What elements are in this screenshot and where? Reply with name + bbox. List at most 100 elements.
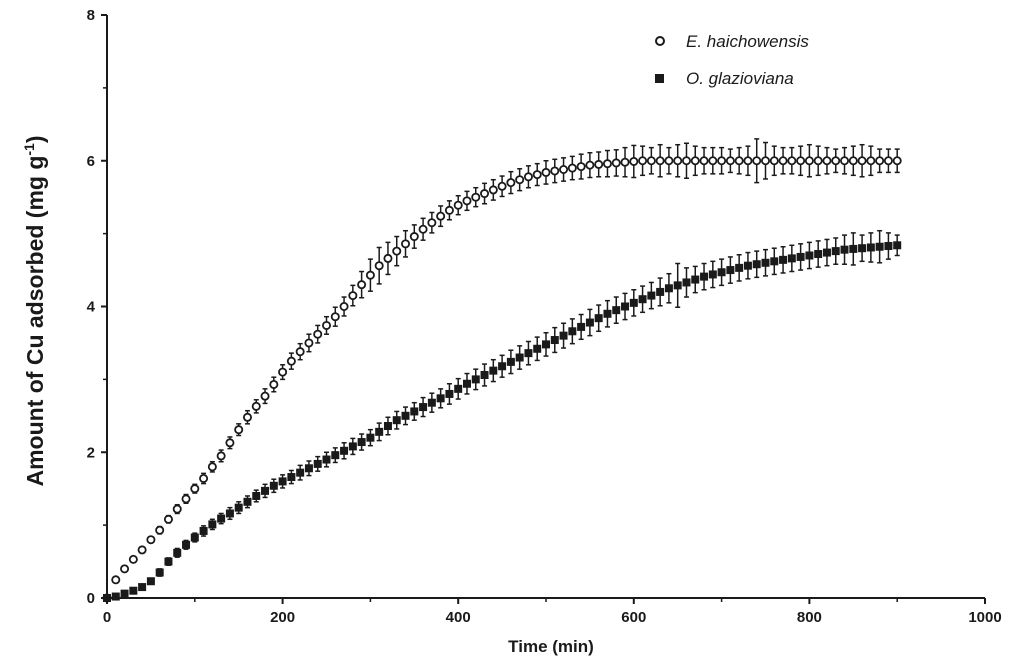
data-point <box>322 455 331 464</box>
data-point <box>453 200 463 210</box>
data-point <box>286 356 296 366</box>
data-point <box>409 232 419 242</box>
data-point <box>111 575 121 585</box>
data-point <box>532 170 542 180</box>
data-point <box>383 422 392 431</box>
data-point <box>708 156 718 166</box>
data-point <box>831 156 841 166</box>
series-o-glazioviana <box>103 229 902 602</box>
data-point <box>234 503 243 512</box>
data-point <box>664 156 674 166</box>
data-point <box>164 557 173 566</box>
data-point <box>621 302 630 311</box>
data-point <box>321 320 331 330</box>
data-point <box>278 477 287 486</box>
data-point <box>243 497 252 506</box>
data-point <box>673 156 683 166</box>
data-point <box>401 239 411 249</box>
data-point <box>427 398 436 407</box>
data-point <box>357 280 367 290</box>
axes: 0 200 400 600 800 1000 0 2 4 6 8 <box>87 7 1002 626</box>
data-point <box>278 367 288 377</box>
data-point <box>103 594 111 602</box>
data-point <box>261 486 270 495</box>
data-point <box>313 329 323 339</box>
data-point <box>146 535 156 545</box>
data-point <box>488 185 498 195</box>
y-tick-label: 4 <box>87 299 96 316</box>
data-point <box>858 244 867 253</box>
data-point <box>199 473 209 483</box>
data-point <box>541 167 551 177</box>
data-point <box>892 156 902 166</box>
data-point <box>304 464 313 473</box>
data-point <box>207 462 217 472</box>
data-point <box>462 196 472 206</box>
y-tick-label: 8 <box>87 7 95 24</box>
data-point <box>638 295 647 304</box>
data-point <box>813 156 823 166</box>
data-point <box>734 156 744 166</box>
data-point <box>295 347 305 357</box>
data-point <box>128 554 138 564</box>
data-point <box>550 166 560 176</box>
data-point <box>155 568 164 577</box>
data-point <box>647 291 656 300</box>
data-point <box>822 156 832 166</box>
data-point <box>752 156 762 166</box>
data-point <box>655 156 665 166</box>
data-point <box>717 268 726 277</box>
data-point <box>436 211 446 221</box>
data-point <box>436 394 445 403</box>
data-point <box>225 438 235 448</box>
data-point <box>392 246 402 256</box>
data-point <box>217 514 226 523</box>
data-point <box>348 291 358 301</box>
data-point <box>577 322 586 331</box>
data-point <box>594 314 603 323</box>
data-point <box>761 156 771 166</box>
data-point <box>840 156 850 166</box>
data-point <box>726 266 735 275</box>
data-point <box>419 403 428 412</box>
data-point <box>866 243 875 252</box>
data-point <box>761 258 770 267</box>
data-point <box>454 384 463 393</box>
data-point <box>111 592 120 601</box>
data-point <box>550 336 559 345</box>
data-point <box>260 391 270 401</box>
data-point <box>401 411 410 420</box>
data-point <box>700 272 709 281</box>
data-point <box>796 156 806 166</box>
data-point <box>770 257 779 266</box>
data-point <box>638 156 648 166</box>
data-point <box>506 178 516 188</box>
data-point <box>251 401 261 411</box>
data-point <box>585 318 594 327</box>
legend-marker-filled-square <box>655 74 664 83</box>
data-point <box>629 298 638 307</box>
data-point <box>515 175 525 185</box>
data-point <box>497 181 507 191</box>
data-point <box>849 244 858 253</box>
data-point <box>498 362 507 371</box>
data-point <box>427 218 437 228</box>
data-point <box>296 468 305 477</box>
data-point <box>796 252 805 261</box>
data-point <box>822 248 831 257</box>
data-point <box>313 459 322 468</box>
data-point <box>673 281 682 290</box>
data-point <box>567 163 577 173</box>
data-point <box>172 504 182 514</box>
legend-label-e-haichowensis: E. haichowensis <box>686 32 809 51</box>
data-point <box>612 306 621 315</box>
data-point <box>691 275 700 284</box>
data-point <box>120 564 130 574</box>
legend-item-e-haichowensis: E. haichowensis <box>655 32 809 51</box>
data-point <box>524 349 533 358</box>
data-point <box>374 261 384 271</box>
data-point <box>656 287 665 296</box>
data-point <box>357 438 366 447</box>
data-point <box>848 156 858 166</box>
data-point <box>137 545 147 555</box>
